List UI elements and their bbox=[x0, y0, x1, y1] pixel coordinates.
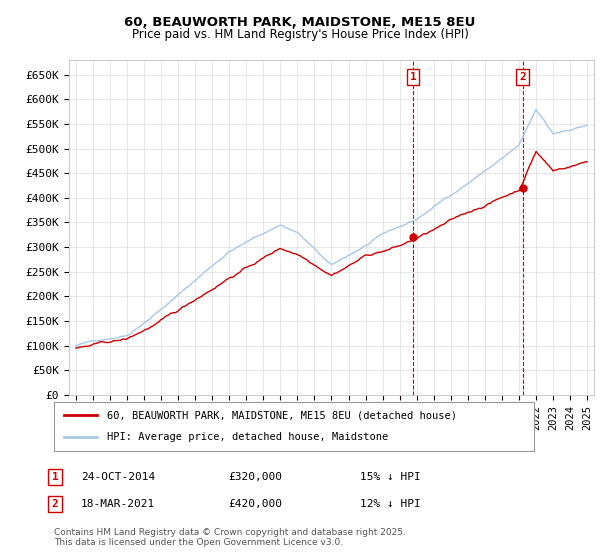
Text: 1: 1 bbox=[410, 72, 416, 82]
Text: 2: 2 bbox=[52, 499, 59, 509]
Text: Price paid vs. HM Land Registry's House Price Index (HPI): Price paid vs. HM Land Registry's House … bbox=[131, 28, 469, 41]
Text: 24-OCT-2014: 24-OCT-2014 bbox=[81, 472, 155, 482]
Text: 60, BEAUWORTH PARK, MAIDSTONE, ME15 8EU: 60, BEAUWORTH PARK, MAIDSTONE, ME15 8EU bbox=[124, 16, 476, 29]
Text: HPI: Average price, detached house, Maidstone: HPI: Average price, detached house, Maid… bbox=[107, 432, 388, 442]
Text: Contains HM Land Registry data © Crown copyright and database right 2025.
This d: Contains HM Land Registry data © Crown c… bbox=[54, 528, 406, 547]
Text: £420,000: £420,000 bbox=[228, 499, 282, 509]
Text: 60, BEAUWORTH PARK, MAIDSTONE, ME15 8EU (detached house): 60, BEAUWORTH PARK, MAIDSTONE, ME15 8EU … bbox=[107, 410, 457, 421]
Text: 12% ↓ HPI: 12% ↓ HPI bbox=[360, 499, 421, 509]
Text: 18-MAR-2021: 18-MAR-2021 bbox=[81, 499, 155, 509]
Text: 2: 2 bbox=[519, 72, 526, 82]
Text: 15% ↓ HPI: 15% ↓ HPI bbox=[360, 472, 421, 482]
Text: 1: 1 bbox=[52, 472, 59, 482]
Text: £320,000: £320,000 bbox=[228, 472, 282, 482]
